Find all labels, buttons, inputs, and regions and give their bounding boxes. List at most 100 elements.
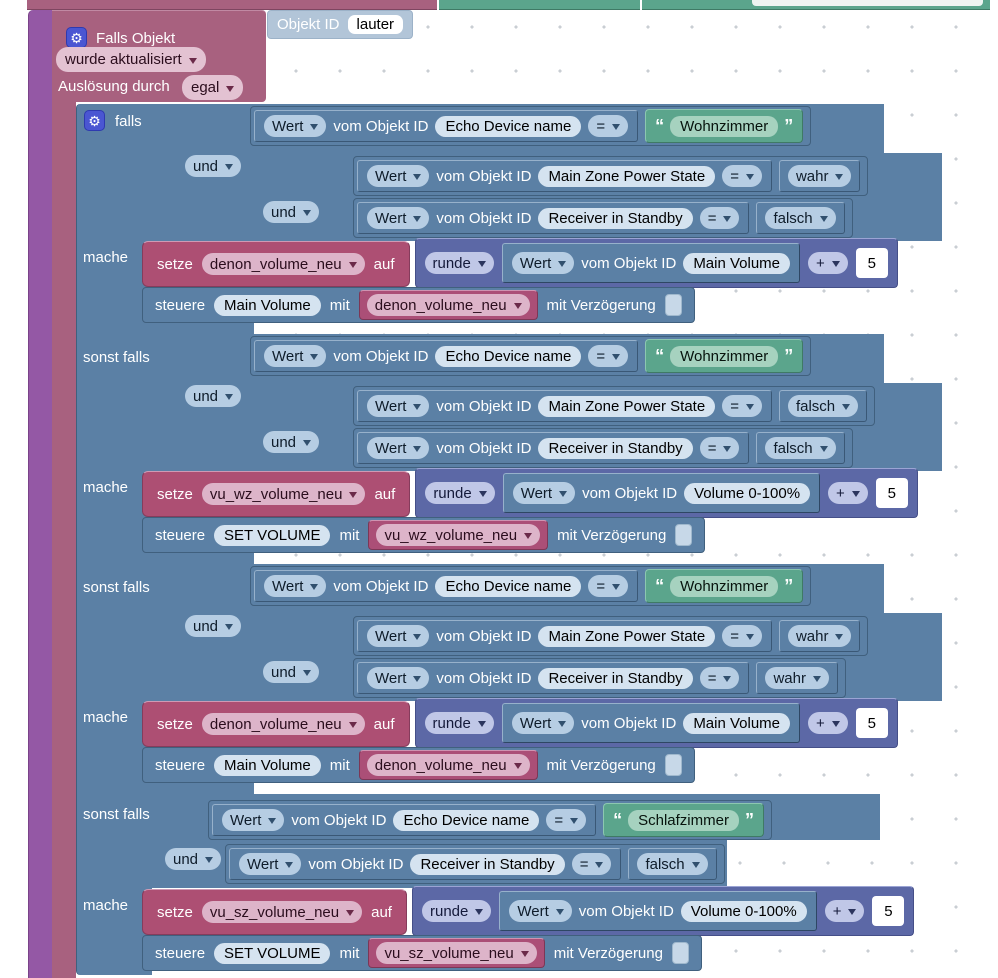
object-id-field[interactable]: lauter — [347, 15, 404, 34]
set-variable-block[interactable]: setze denon_volume_neu auf — [142, 241, 410, 287]
wert-dropdown[interactable]: Wert — [509, 900, 572, 922]
set-variable-row[interactable]: setze vu_wz_volume_neu auf runde Wert vo… — [142, 468, 918, 518]
logic-value-block[interactable]: falsch — [756, 432, 845, 464]
logic-operator-dropdown[interactable]: und — [263, 661, 320, 683]
round-dropdown[interactable]: runde — [424, 712, 494, 734]
top-cutoff-rose-block[interactable] — [27, 0, 437, 10]
set-variable-row[interactable]: setze vu_sz_volume_neu auf runde Wert vo… — [142, 886, 915, 936]
object-id-field[interactable]: Echo Device name — [435, 115, 582, 137]
math-round-block[interactable]: runde Wert vom Objekt ID Main Volume + 5 — [414, 238, 898, 288]
gear-icon[interactable]: ⚙ — [84, 110, 105, 131]
condition-block[interactable]: Wert vom Objekt ID Receiver in Standby =… — [353, 658, 846, 698]
condition-block[interactable]: Wert vom Objekt ID Main Zone Power State… — [353, 156, 869, 196]
logic-operator-dropdown[interactable]: und — [185, 615, 242, 637]
logic-value-dropdown[interactable]: falsch — [637, 853, 708, 875]
string-block[interactable]: “ Wohnzimmer ” — [645, 569, 804, 603]
plus-operator-dropdown[interactable]: + — [808, 712, 848, 734]
condition-block[interactable]: Wert vom Objekt ID Echo Device name = “ … — [250, 336, 812, 376]
logic-value-dropdown[interactable]: wahr — [765, 667, 829, 689]
control-state-row[interactable]: steuere SET VOLUME mit vu_sz_volume_neu … — [142, 935, 702, 971]
wert-dropdown[interactable]: Wert — [264, 115, 327, 137]
control-state-row[interactable]: steuere SET VOLUME mit vu_wz_volume_neu … — [142, 517, 706, 553]
object-id-field[interactable]: Main Zone Power State — [538, 395, 716, 417]
trigger-event-dropdown[interactable]: wurde aktualisiert — [56, 47, 206, 72]
variable-getter-block[interactable]: vu_sz_volume_neu — [368, 938, 545, 968]
logic-operator-dropdown[interactable]: und — [263, 201, 320, 223]
delay-checkbox[interactable] — [664, 754, 682, 776]
set-variable-row[interactable]: setze denon_volume_neu auf runde Wert vo… — [142, 698, 898, 748]
math-round-block[interactable]: runde Wert vom Objekt ID Main Volume + 5 — [414, 698, 898, 748]
wert-dropdown[interactable]: Wert — [511, 252, 575, 274]
set-variable-block[interactable]: setze vu_wz_volume_neu auf — [142, 471, 411, 517]
round-dropdown[interactable]: runde — [421, 900, 492, 922]
object-id-field[interactable]: Volume 0-100% — [680, 900, 807, 922]
object-id-field[interactable]: Main Volume — [683, 712, 791, 734]
delay-checkbox[interactable] — [664, 294, 682, 316]
condition-block[interactable]: Wert vom Objekt ID Echo Device name = “ … — [208, 800, 772, 840]
set-variable-block[interactable]: setze denon_volume_neu auf — [142, 701, 410, 747]
logic-value-block[interactable]: wahr — [778, 620, 861, 652]
round-dropdown[interactable]: runde — [424, 252, 494, 274]
condition-block[interactable]: Wert vom Objekt ID Receiver in Standby =… — [225, 844, 725, 884]
trigger-block-spine[interactable] — [52, 10, 76, 978]
condition-block[interactable]: Wert vom Objekt ID Receiver in Standby =… — [353, 428, 853, 468]
top-cutoff-green-block[interactable] — [439, 0, 640, 10]
condition-block[interactable]: Wert vom Objekt ID Echo Device name = “ … — [250, 106, 812, 146]
object-id-field[interactable]: Volume 0-100% — [684, 482, 811, 504]
control-state-row[interactable]: steuere Main Volume mit denon_volume_neu… — [142, 287, 695, 323]
variable-dropdown[interactable]: denon_volume_neu — [366, 294, 530, 316]
wert-dropdown[interactable]: Wert — [367, 437, 430, 459]
variable-dropdown[interactable]: denon_volume_neu — [366, 754, 530, 776]
wert-dropdown[interactable]: Wert — [512, 482, 576, 504]
object-id-field[interactable]: Echo Device name — [393, 809, 540, 831]
variable-dropdown[interactable]: vu_wz_volume_neu — [376, 524, 541, 546]
control-object-field[interactable]: Main Volume — [214, 294, 321, 316]
math-round-block[interactable]: runde Wert vom Objekt ID Volume 0-100% +… — [415, 468, 918, 518]
object-id-field[interactable]: Main Volume — [683, 252, 791, 274]
variable-dropdown[interactable]: denon_volume_neu — [201, 713, 365, 735]
object-id-field[interactable]: Receiver in Standby — [410, 853, 565, 875]
plus-operator-dropdown[interactable]: + — [828, 482, 868, 504]
compare-dropdown[interactable]: = — [699, 437, 740, 459]
object-id-field[interactable]: Main Zone Power State — [538, 625, 716, 647]
value-of-object-block[interactable]: Wert vom Objekt ID Main Volume — [501, 243, 801, 283]
logic-value-block[interactable]: falsch — [628, 848, 717, 880]
set-variable-block[interactable]: setze vu_sz_volume_neu auf — [142, 889, 407, 935]
plus-operator-dropdown[interactable]: + — [824, 900, 865, 922]
trigger-by-dropdown[interactable]: egal — [182, 75, 244, 100]
control-object-field[interactable]: Main Volume — [214, 754, 321, 776]
logic-value-dropdown[interactable]: falsch — [765, 437, 836, 459]
object-id-block[interactable]: Objekt ID lauter — [267, 10, 414, 39]
value-of-object-block[interactable]: Wert vom Objekt ID Volume 0-100% — [502, 473, 821, 513]
control-state-row[interactable]: steuere Main Volume mit denon_volume_neu… — [142, 747, 695, 783]
object-id-field[interactable]: Receiver in Standby — [538, 207, 693, 229]
object-id-field[interactable]: Echo Device name — [435, 345, 582, 367]
control-object-field[interactable]: SET VOLUME — [214, 524, 331, 546]
logic-value-dropdown[interactable]: wahr — [787, 625, 852, 647]
wert-dropdown[interactable]: Wert — [264, 345, 327, 367]
logic-operator-dropdown[interactable]: und — [185, 385, 242, 407]
logic-value-dropdown[interactable]: falsch — [765, 207, 836, 229]
string-value-field[interactable]: Schlafzimmer — [628, 809, 739, 831]
delay-checkbox[interactable] — [675, 524, 693, 546]
variable-dropdown[interactable]: vu_sz_volume_neu — [376, 942, 537, 964]
wert-dropdown[interactable]: Wert — [264, 575, 327, 597]
compare-dropdown[interactable]: = — [571, 853, 612, 875]
logic-operator-dropdown[interactable]: und — [263, 431, 320, 453]
compare-dropdown[interactable]: = — [588, 345, 629, 367]
variable-dropdown[interactable]: vu_wz_volume_neu — [201, 483, 366, 505]
value-of-object-block[interactable]: Wert vom Objekt ID Main Volume — [501, 703, 801, 743]
object-id-field[interactable]: Receiver in Standby — [538, 667, 693, 689]
string-value-field[interactable]: Wohnzimmer — [670, 575, 779, 597]
compare-dropdown[interactable]: = — [546, 809, 587, 831]
variable-dropdown[interactable]: vu_sz_volume_neu — [201, 901, 363, 923]
string-block[interactable]: “ Wohnzimmer ” — [645, 109, 804, 143]
number-field[interactable]: 5 — [872, 896, 905, 926]
variable-getter-block[interactable]: denon_volume_neu — [358, 750, 538, 780]
logic-value-dropdown[interactable]: wahr — [787, 165, 852, 187]
math-round-block[interactable]: runde Wert vom Objekt ID Volume 0-100% +… — [411, 886, 915, 936]
number-field[interactable]: 5 — [875, 478, 908, 508]
logic-operator-dropdown[interactable]: und — [185, 155, 242, 177]
if-block-spine[interactable] — [76, 104, 152, 975]
